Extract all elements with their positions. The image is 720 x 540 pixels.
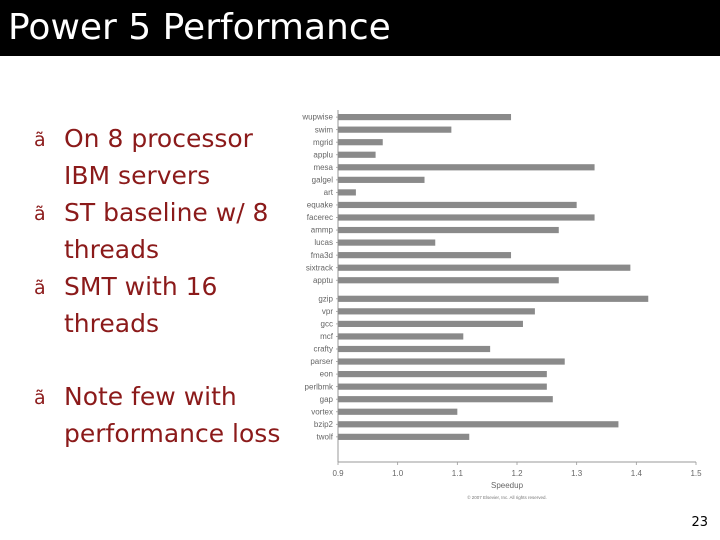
chart-svg: wupwise swim mgrid applu mesa galgel art equake… [301,110,702,500]
bar-eon [338,371,547,378]
category-label: equake [307,201,334,210]
copyright-note: © 2007 Elsevier, Inc. All rights reserve… [467,494,547,500]
bar-mgrid [338,139,383,146]
bullet-marker: ã [34,129,46,151]
bullet-item: ã Note few with performance loss [34,378,284,452]
bullet-marker: ã [34,277,46,299]
bar-gcc [338,320,523,327]
note-text: Note few with performance loss [64,382,281,448]
category-label: bzip2 [314,420,334,429]
bar-gzip [338,295,649,302]
x-tick-label: 1.5 [690,469,702,478]
category-label: apptu [313,276,333,285]
bar-perlbmk [338,383,547,390]
category-label: gap [320,395,334,404]
category-label: eon [320,370,333,379]
bar-fma3d [338,252,512,259]
title-bar: Power 5 Performance [0,0,720,56]
category-label: sixtrack [306,263,334,272]
category-label: vortex [311,407,333,416]
bullet-item: ã On 8 processor IBM servers [34,120,284,194]
category-label: vpr [322,307,333,316]
category-label: mesa [313,163,333,172]
bullet-item: ã ST baseline w/ 8 threads [34,194,284,268]
bar-vpr [338,308,535,315]
bullet-marker: ã [34,387,46,409]
bar-apptu [338,277,559,284]
category-label: art [324,188,334,197]
bar-sixtrack [338,264,631,271]
category-label: wupwise [301,113,333,122]
bar-ammp [338,226,559,234]
bar-bzip2 [338,421,619,428]
x-tick-label: 1.0 [392,469,404,478]
bullet-text: ST baseline w/ 8 threads [64,198,269,264]
page-number: 23 [691,515,708,530]
category-label: facerec [307,213,333,222]
category-label: galgel [312,175,334,184]
category-label: parser [310,357,333,366]
bar-swim [338,126,452,133]
bullet-text: SMT with 16 threads [64,272,218,338]
category-label: gcc [321,320,333,329]
x-tick-label: 1.3 [571,469,583,478]
bar-wupwise [338,114,512,121]
bullet-item: ã SMT with 16 threads [34,268,284,342]
bar-twolf [338,433,470,440]
x-tick-label: 1.4 [631,469,643,478]
category-label: gzip [318,294,333,303]
bar-applu [338,151,376,158]
bar-gap [338,396,553,403]
bar-crafty [338,345,491,353]
bar-galgel [338,176,425,183]
speedup-bar-chart: wupwise swim mgrid applu mesa galgel art equake… [290,104,710,504]
category-label: mcf [320,332,334,341]
bar-lucas [338,239,436,246]
category-label: lucas [314,238,333,247]
category-label: ammp [311,226,334,235]
bar-mcf [338,333,464,340]
slide-title: Power 5 Performance [8,7,391,48]
bullet-text: On 8 processor IBM servers [64,124,253,190]
x-axis-label: Speedup [491,481,524,490]
x-tick-label: 1.1 [452,469,464,478]
bar-equake [338,201,577,209]
bar-vortex [338,408,458,415]
bar-parser [338,358,565,365]
bullet-marker: ã [34,203,46,225]
bar-art [338,189,356,196]
category-label: fma3d [311,251,333,260]
bullet-list: ã On 8 processor IBM servers ã ST baseli… [34,120,284,452]
category-label: perlbmk [305,382,334,391]
x-tick-label: 0.9 [332,469,344,478]
category-label: mgrid [313,138,333,147]
bar-facerec [338,214,595,221]
category-label: crafty [313,345,333,354]
category-label: applu [313,150,333,159]
x-tick-label: 1.2 [511,469,523,478]
bar-mesa [338,164,595,171]
category-label: twolf [317,432,334,441]
category-label: swim [315,125,334,134]
